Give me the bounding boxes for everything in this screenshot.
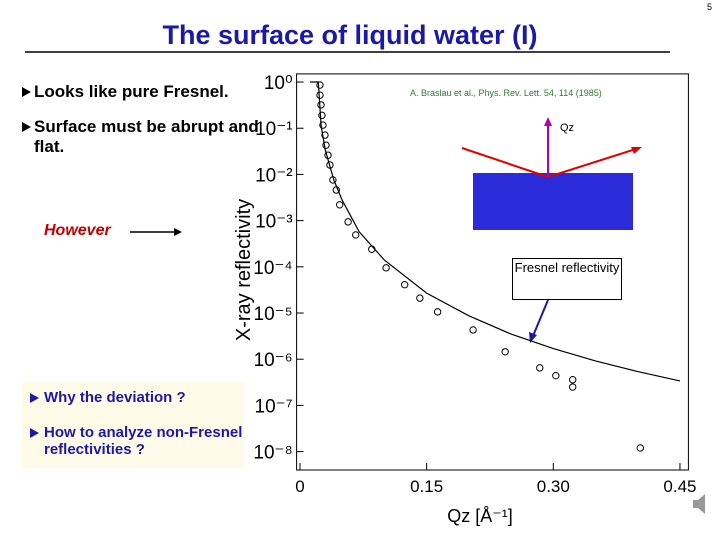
data-point: [569, 376, 577, 384]
data-point: [316, 91, 324, 99]
x-tick-label: 0.15: [410, 477, 443, 496]
y-tick-label: 10⁻¹: [255, 119, 293, 140]
callout-arrow: [532, 299, 549, 337]
y-tick-label: 10⁻⁷: [255, 396, 293, 417]
data-point: [569, 383, 577, 391]
data-point: [335, 201, 344, 209]
y-tick-label: 10⁻⁶: [254, 350, 293, 371]
x-tick-label: 0.30: [537, 477, 570, 496]
data-point: [636, 444, 644, 452]
y-tick-label: 10⁻⁵: [254, 304, 293, 325]
data-point: [344, 218, 352, 226]
data-point: [318, 111, 326, 120]
data-point: [416, 294, 424, 302]
arrowhead: [174, 228, 182, 236]
data-point: [329, 176, 337, 184]
data-point: [368, 245, 376, 253]
speaker-icon: [693, 494, 705, 514]
fresnel-curve: [310, 81, 681, 382]
data-point: [469, 326, 477, 334]
data-point: [326, 161, 334, 169]
water-slab: [473, 173, 633, 230]
data-point: [322, 141, 330, 149]
data-point: [332, 186, 340, 194]
incident-beam: [461, 147, 549, 178]
data-point: [317, 101, 325, 109]
callout: Fresnel reflectivity: [512, 258, 622, 300]
arrowhead: [631, 147, 642, 154]
x-tick-label: 0.45: [663, 477, 696, 496]
y-axis-label: X-ray reflectivity: [233, 199, 255, 341]
qz-label: Qz: [560, 122, 574, 134]
bullet: Looks like pure Fresnel.: [20, 82, 259, 102]
data-point: [324, 151, 332, 159]
data-point: [352, 231, 360, 239]
data-point: [552, 371, 560, 380]
data-point: [382, 264, 390, 272]
however-label: However: [44, 222, 111, 239]
arrowhead: [544, 117, 552, 126]
data-point: [319, 121, 327, 129]
data-point: [400, 281, 409, 289]
question-box: [22, 382, 244, 468]
question: Why the deviation ?: [28, 389, 259, 406]
page-number: 5: [706, 2, 712, 12]
y-tick-label: 10⁻⁸: [253, 443, 292, 464]
arrowhead: [529, 332, 537, 343]
data-point: [433, 308, 442, 316]
data-point: [501, 348, 509, 356]
plot-frame: [296, 73, 689, 471]
reference: A. Braslau et al., Phys. Rev. Lett. 54, …: [410, 88, 602, 98]
x-tick-label: 0: [295, 477, 304, 496]
y-tick-label: 10⁰: [264, 73, 293, 94]
bullet: Surface must be abrupt and flat.: [20, 117, 259, 157]
y-tick-label: 10⁻³: [255, 212, 293, 233]
data-point: [316, 81, 324, 89]
y-tick-label: 10⁻⁴: [253, 258, 292, 279]
question: How to analyze non-Fresnel reflectivitie…: [28, 424, 259, 458]
slide-title: The surface of liquid water (I): [162, 20, 538, 50]
reflected-beam: [547, 148, 637, 178]
data-point: [536, 364, 544, 372]
y-tick-label: 10⁻²: [255, 165, 293, 186]
x-axis-label: Qz [Å⁻¹]: [447, 506, 513, 526]
data-point: [321, 131, 329, 139]
